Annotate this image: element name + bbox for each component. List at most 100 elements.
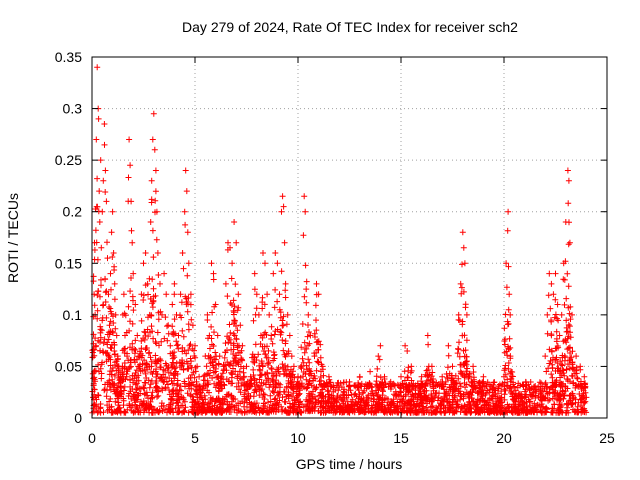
data-point (111, 296, 118, 303)
data-point (526, 398, 533, 405)
data-point (257, 332, 264, 339)
data-point (508, 375, 515, 382)
data-point (113, 332, 120, 339)
data-point (358, 396, 365, 403)
data-point (548, 280, 555, 287)
data-point (150, 285, 157, 292)
data-point (171, 365, 178, 372)
data-point (184, 229, 191, 236)
data-point (113, 408, 120, 415)
data-point (569, 348, 576, 355)
data-point (546, 270, 553, 277)
data-point (158, 374, 164, 381)
data-point (183, 188, 190, 195)
data-point (565, 283, 572, 290)
data-point (166, 375, 173, 382)
data-point (452, 372, 459, 379)
data-point (335, 379, 342, 386)
data-point (212, 368, 219, 375)
data-point (336, 384, 343, 391)
data-point (561, 392, 568, 399)
data-point (544, 311, 551, 318)
data-point (214, 408, 221, 415)
data-point (375, 393, 382, 400)
data-point (566, 239, 573, 246)
data-point (345, 383, 352, 390)
data-point (297, 364, 304, 370)
data-point (543, 405, 550, 412)
data-point (281, 351, 288, 358)
data-point (219, 370, 226, 377)
data-point (581, 400, 588, 406)
data-point (423, 367, 430, 374)
data-point (405, 374, 411, 381)
data-point (337, 403, 344, 410)
data-point (154, 250, 161, 256)
data-point (308, 372, 314, 379)
data-point (227, 329, 234, 336)
data-point (211, 329, 217, 336)
data-point (251, 387, 258, 394)
data-point (392, 392, 399, 399)
data-point (459, 318, 466, 325)
data-point (306, 359, 313, 366)
data-point (435, 403, 442, 410)
data-point (444, 374, 451, 381)
data-point (374, 365, 381, 372)
chart-title: Day 279 of 2024, Rate Of TEC Index for r… (182, 19, 518, 35)
data-point (557, 383, 564, 390)
data-point (418, 382, 425, 388)
data-point (210, 364, 217, 371)
data-point (509, 369, 516, 375)
data-point (195, 409, 202, 416)
data-point (286, 370, 293, 377)
data-point (467, 402, 474, 409)
data-point (317, 400, 324, 406)
data-point (146, 409, 153, 416)
data-point (314, 358, 321, 365)
data-point (562, 219, 569, 225)
data-point (397, 382, 403, 389)
data-point (398, 373, 404, 380)
data-point (479, 395, 486, 402)
data-point (231, 319, 238, 326)
data-point (110, 250, 117, 256)
data-point (281, 239, 288, 246)
data-point (133, 377, 140, 384)
data-point (167, 342, 174, 349)
data-point (277, 381, 284, 388)
data-point (131, 372, 138, 379)
data-point (103, 358, 110, 365)
data-point (387, 378, 394, 385)
data-point (109, 208, 116, 215)
data-point (498, 388, 505, 395)
data-point (497, 395, 504, 402)
data-point (132, 381, 139, 388)
data-point (312, 302, 319, 309)
y-tick-label: 0.05 (55, 358, 82, 374)
data-point (138, 317, 145, 324)
data-point (360, 389, 367, 396)
y-tick-label: 0.2 (63, 204, 83, 220)
data-point (155, 272, 162, 278)
data-point (529, 405, 536, 412)
data-point (504, 227, 511, 234)
data-point (302, 208, 309, 215)
data-point (94, 307, 101, 314)
data-point (91, 256, 98, 263)
data-point (300, 359, 307, 366)
data-point (246, 399, 253, 406)
data-point (93, 342, 100, 349)
data-point (170, 331, 177, 338)
data-point (194, 404, 201, 411)
data-point (149, 328, 156, 335)
data-point (373, 373, 380, 380)
data-point (133, 396, 140, 403)
data-point (102, 189, 109, 195)
data-point (463, 353, 470, 360)
data-point (200, 377, 207, 384)
data-point (282, 280, 289, 287)
data-point (140, 384, 147, 391)
data-point (121, 350, 128, 356)
data-point (462, 301, 469, 308)
